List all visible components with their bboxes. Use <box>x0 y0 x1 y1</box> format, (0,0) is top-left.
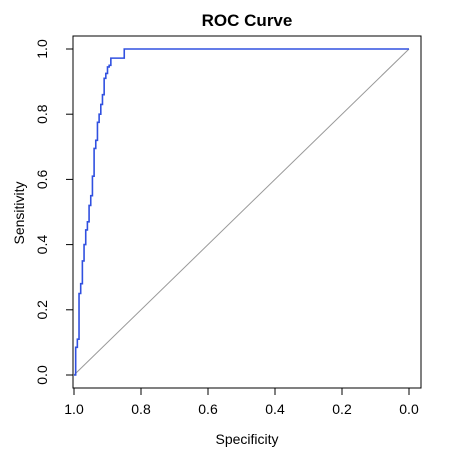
y-tick-label: 0.4 <box>34 235 50 255</box>
y-axis-label: Sensitivity <box>11 181 27 244</box>
x-tick-label: 0.4 <box>265 401 285 417</box>
plot-area: 1.0 0.8 0.6 0.4 0.2 0.0 0.0 0.2 0.4 0.6 0.8 1.0 <box>34 35 422 417</box>
y-tick-label: 0.6 <box>34 169 50 189</box>
x-tick-label: 1.0 <box>64 401 84 417</box>
x-tick-label: 0.8 <box>131 401 151 417</box>
y-tick-label: 0.0 <box>34 365 50 385</box>
y-tick-label: 0.8 <box>34 104 50 124</box>
x-tick-label: 0.0 <box>399 401 419 417</box>
x-axis-label: Specificity <box>215 431 278 447</box>
diagonal-reference-line <box>73 48 410 376</box>
x-tick-label: 0.6 <box>198 401 218 417</box>
y-tick-label: 1.0 <box>34 39 50 59</box>
chart-title: ROC Curve <box>202 11 293 30</box>
y-tick-label: 0.2 <box>34 300 50 320</box>
roc-curve-line <box>74 48 409 376</box>
x-tick-label: 0.2 <box>332 401 352 417</box>
